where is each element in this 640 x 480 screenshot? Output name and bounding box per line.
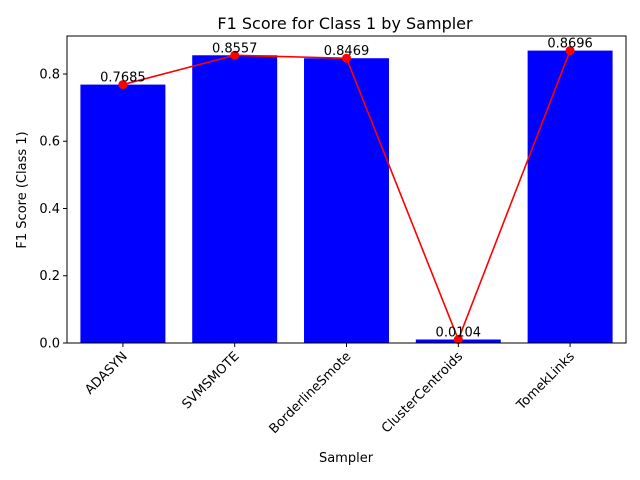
- overlay-point-borderlinesmote: [342, 53, 351, 63]
- x-tick-label-borderlinesmote: BorderlineSmote: [267, 349, 355, 437]
- y-axis: 0.0 0.2 0.4 0.6 0.8: [39, 67, 67, 352]
- data-label-clustercentroids: 0.0104: [436, 326, 482, 341]
- chart-title: F1 Score for Class 1 by Sampler: [217, 14, 473, 33]
- x-axis-label: Sampler: [319, 451, 374, 466]
- bar-tomeklinks: [527, 50, 613, 343]
- y-axis-label: F1 Score (Class 1): [15, 131, 30, 248]
- overlay-point-svmsmote: [230, 50, 240, 60]
- y-tick-label: 0.6: [39, 135, 60, 150]
- plot-frame: [66, 35, 627, 344]
- x-tick-label-adasyn: ADASYN: [82, 349, 130, 397]
- bars: [80, 50, 613, 344]
- overlay-point-clustercentroids: [453, 335, 463, 345]
- x-tick-label-svmsmote: SVMSMOTE: [179, 349, 242, 412]
- data-labels: 0.7685 0.8557 0.8469 0.0104 0.8696: [100, 37, 593, 341]
- data-label-svmsmote: 0.8557: [212, 41, 258, 56]
- bar-svmsmote: [192, 55, 278, 343]
- x-tick-label-tomeklinks: TomekLinks: [513, 349, 578, 414]
- bar-borderlinesmote: [304, 58, 389, 344]
- y-tick-label: 0.0: [39, 337, 60, 352]
- y-tick-label: 0.4: [39, 202, 60, 217]
- y-tick-label: 0.2: [39, 269, 60, 284]
- data-label-tomeklinks: 0.8696: [547, 37, 593, 52]
- overlay-point-tomeklinks: [565, 46, 575, 56]
- bar-adasyn: [80, 84, 166, 344]
- x-axis: ADASYN SVMSMOTE BorderlineSmote ClusterCent…: [82, 343, 578, 437]
- x-tick-label-clustercentroids: ClusterCentroids: [379, 349, 466, 436]
- overlay-point-adasyn: [118, 80, 128, 90]
- data-label-borderlinesmote: 0.8469: [324, 44, 370, 59]
- data-label-adasyn: 0.7685: [100, 71, 146, 86]
- y-tick-label: 0.8: [39, 67, 60, 82]
- overlay-line-series: [118, 46, 575, 345]
